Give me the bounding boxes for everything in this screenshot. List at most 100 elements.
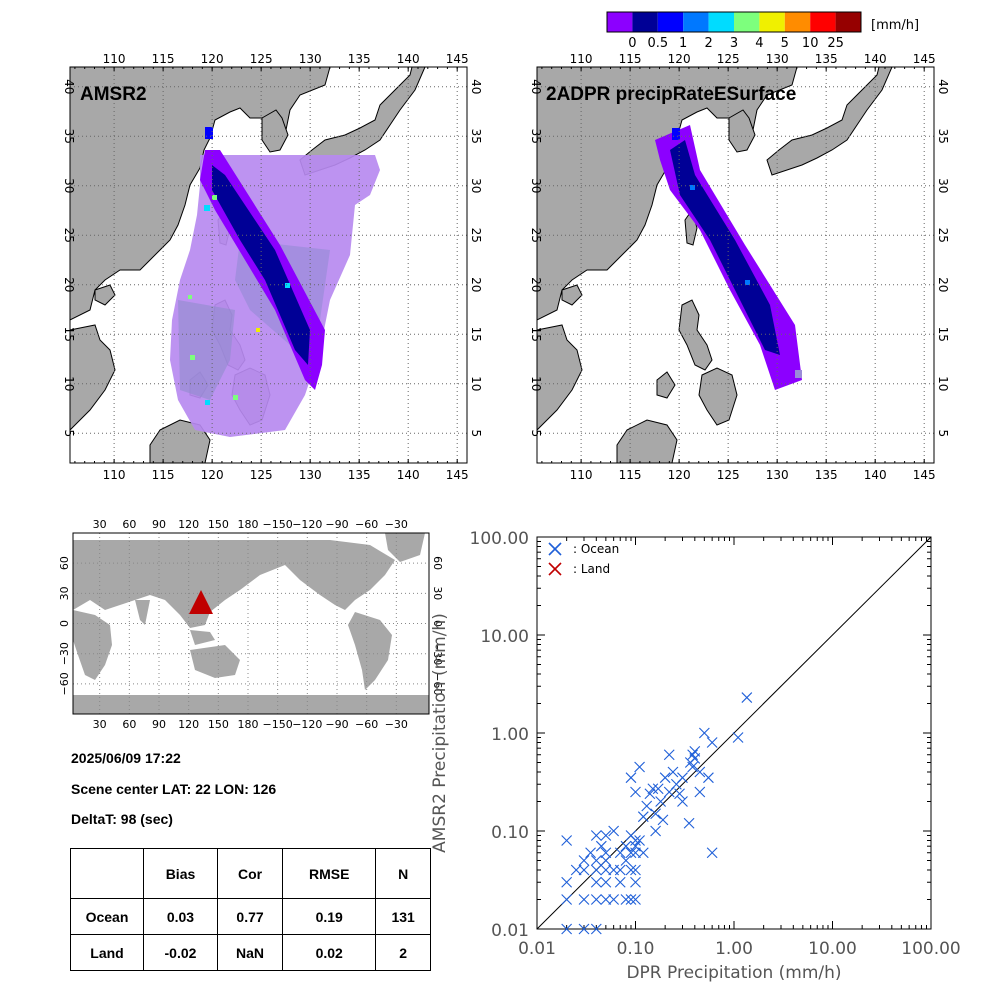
- scatter-point: [655, 796, 667, 807]
- longitude-tick-label: 110: [570, 468, 593, 482]
- scatter-point: [625, 847, 637, 859]
- table-cell: 0.03: [143, 898, 218, 935]
- latitude-tick-label: 25: [936, 228, 950, 243]
- world-longitude-tick-label: 150: [208, 518, 229, 531]
- latitude-tick-label: 20: [62, 277, 76, 292]
- world-longitude-tick-label: −60: [355, 718, 378, 731]
- colorbar-tick-label: 2: [704, 36, 712, 51]
- latitude-tick-label: 30: [469, 178, 483, 193]
- latitude-tick-label: 30: [62, 178, 76, 193]
- y-tick-label: 0.01: [491, 921, 529, 941]
- colorbar-swatch: [810, 12, 836, 32]
- x-tick-label: 1.00: [715, 939, 753, 959]
- world-latitude-tick-label: 60: [431, 556, 444, 570]
- latitude-tick-label: 15: [469, 327, 483, 342]
- delta-time-text: DeltaT: 98 (sec): [71, 811, 173, 827]
- longitude-tick-label: 115: [619, 52, 642, 66]
- header-cell: [70, 848, 144, 899]
- world-latitude-tick-label: 0: [431, 620, 444, 627]
- scatter-point: [630, 835, 641, 846]
- table-row: Ocean 0.03 0.77 0.19 131: [70, 898, 431, 935]
- longitude-tick-label: 135: [815, 468, 838, 482]
- world-longitude-tick-label: 30: [93, 718, 107, 731]
- longitude-tick-label: 130: [766, 468, 789, 482]
- scene-center-text: Scene center LAT: 22 LON: 126: [71, 781, 277, 797]
- scatter-point: [608, 894, 620, 905]
- longitude-tick-label: 130: [299, 468, 322, 482]
- world-longitude-tick-label: −90: [325, 718, 348, 731]
- x-tick-label: 0.10: [617, 939, 655, 959]
- colorbar-tick-label: 10: [802, 36, 819, 51]
- legend-marker: [548, 562, 562, 576]
- scatter-point: [677, 772, 688, 784]
- latitude-tick-label: 5: [936, 429, 950, 437]
- scatter-point: [637, 847, 649, 859]
- scatter-point: [600, 847, 612, 859]
- colorbar-tick-label: 3: [730, 36, 738, 51]
- y-tick-label: 100.00: [470, 529, 529, 549]
- scatter-point: [689, 753, 701, 764]
- scatter-point: [578, 923, 590, 935]
- x-tick-label: 10.00: [808, 939, 857, 959]
- longitude-tick-label: 110: [570, 52, 593, 66]
- colorbar-swatch: [683, 12, 709, 32]
- scatter-point: [667, 766, 679, 778]
- scatter-point: [634, 761, 645, 773]
- table-cell: 2: [375, 934, 431, 971]
- scatter-plot: 0.01 0.10 1.00 10.00 100.00 0.01 0.10 1.00 10.00…: [430, 529, 961, 983]
- world-longitude-tick-label: −90: [325, 518, 348, 531]
- world-longitude-tick-label: 120: [178, 718, 199, 731]
- scatter-point: [694, 766, 706, 778]
- longitude-tick-label: 135: [815, 52, 838, 66]
- colorbar-swatch: [632, 12, 658, 32]
- scatter-point: [561, 876, 573, 888]
- latitude-tick-label: 15: [62, 327, 76, 342]
- world-longitude-tick-label: 90: [152, 718, 166, 731]
- colorbar-tick-label: 0: [628, 36, 636, 51]
- longitude-tick-label: 125: [250, 52, 273, 66]
- scatter-point: [614, 864, 626, 876]
- table-cell: -0.02: [143, 934, 218, 971]
- longitude-tick-label: 120: [201, 52, 224, 66]
- legend-marker: [548, 542, 562, 556]
- longitude-tick-label: 145: [913, 468, 936, 482]
- colorbar-swatch: [734, 12, 760, 32]
- latitude-tick-label: 40: [469, 79, 483, 94]
- world-longitude-tick-label: −30: [385, 718, 408, 731]
- longitude-tick-label: 145: [446, 468, 469, 482]
- scatter-point: [620, 840, 632, 852]
- world-longitude-tick-label: 60: [122, 718, 136, 731]
- scatter-point: [698, 727, 710, 739]
- longitude-tick-label: 120: [668, 52, 691, 66]
- world-longitude-tick-label: 90: [152, 518, 166, 531]
- scatter-point: [732, 732, 744, 743]
- latitude-tick-label: 5: [62, 429, 76, 437]
- longitude-tick-label: 110: [103, 468, 126, 482]
- longitude-tick-label: 140: [397, 52, 420, 66]
- scatter-point: [687, 761, 698, 773]
- scatter-point: [600, 855, 612, 866]
- scatter-point: [641, 800, 653, 812]
- scatter-point: [683, 817, 695, 829]
- latitude-tick-label: 10: [529, 376, 543, 391]
- latitude-tick-label: 30: [936, 178, 950, 193]
- longitude-tick-label: 130: [766, 52, 789, 66]
- table-cell: 0.77: [216, 898, 284, 935]
- colorbar: [mm/h] 0 0.5 1 2 3 4 5 10 25: [606, 11, 919, 51]
- longitude-tick-label: 140: [397, 468, 420, 482]
- latitude-tick-label: 35: [529, 129, 543, 144]
- table-cell: Ocean: [70, 898, 144, 935]
- scatter-point: [600, 894, 612, 905]
- scatter-point: [630, 876, 641, 888]
- world-longitude-tick-label: −150: [263, 518, 293, 531]
- scatter-point: [590, 923, 602, 935]
- scatter-point: [578, 894, 590, 905]
- table-cell: 0.02: [282, 934, 377, 971]
- scatter-point: [600, 830, 612, 841]
- scatter-point: [650, 808, 661, 820]
- scatter-point: [590, 876, 602, 888]
- x-axis-label: DPR Precipitation (mm/h): [626, 963, 841, 983]
- scatter-point: [578, 864, 590, 876]
- y-tick-label: 10.00: [480, 627, 529, 647]
